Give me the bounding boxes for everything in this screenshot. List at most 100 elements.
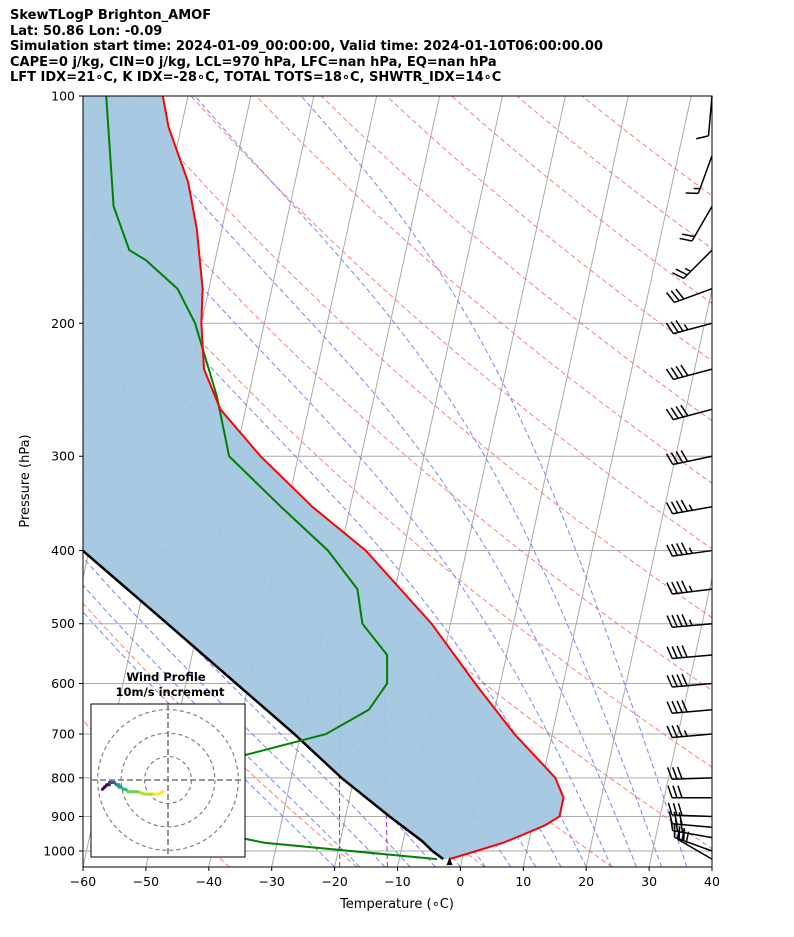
title-location: Lat: 50.86 Lon: -0.09 bbox=[10, 23, 163, 39]
wind-barb-flag bbox=[667, 785, 673, 798]
wind-barb-flag bbox=[675, 451, 684, 463]
wind-barb bbox=[665, 364, 713, 381]
wind-barb-flag bbox=[670, 321, 679, 333]
wind-barb-flag bbox=[670, 452, 679, 464]
wind-barb-flag bbox=[680, 829, 685, 842]
hodograph-inset bbox=[90, 703, 246, 858]
dry-adiabat-line bbox=[581, 96, 712, 197]
moist-adiabat-line bbox=[83, 556, 386, 867]
wind-barb-flag bbox=[675, 320, 684, 332]
y-tick-label: 800 bbox=[51, 770, 75, 785]
y-tick-label: 700 bbox=[51, 727, 75, 742]
wind-barb bbox=[666, 613, 713, 628]
x-tick-label: −20 bbox=[321, 874, 347, 889]
wind-barb-flag bbox=[676, 581, 683, 594]
wind-barb-staff bbox=[683, 249, 713, 279]
y-tick-label: 300 bbox=[51, 449, 75, 464]
wind-barb-flag bbox=[666, 725, 673, 738]
wind-barb bbox=[665, 450, 713, 466]
dry-adiabat-line bbox=[125, 96, 712, 619]
y-axis-label: Pressure (hPa) bbox=[18, 434, 33, 527]
isotherm-line bbox=[585, 286, 712, 867]
hodograph-title: Wind Profile bbox=[126, 670, 206, 684]
wind-barb-half-flag bbox=[684, 267, 692, 272]
wind-barb-staff bbox=[672, 822, 713, 828]
wind-barb bbox=[685, 155, 713, 195]
wind-barb-half-flag bbox=[688, 504, 693, 511]
wind-barb-flag bbox=[675, 500, 684, 513]
wind-barb-flag bbox=[679, 237, 693, 242]
dry-adiabat-line bbox=[83, 297, 712, 850]
wind-barb-flag bbox=[685, 831, 690, 845]
dry-adiabat-line bbox=[516, 96, 712, 250]
wind-barb-flag bbox=[665, 322, 674, 335]
wind-barb bbox=[696, 95, 713, 140]
wind-barb-staff bbox=[671, 777, 713, 780]
wind-barb-staff bbox=[673, 322, 713, 335]
y-tick-label: 1000 bbox=[43, 844, 75, 859]
chart-title-block: SkewTLogP Brighton_AMOF Lat: 50.86 Lon: … bbox=[10, 8, 603, 86]
wind-barb-flag bbox=[674, 818, 679, 832]
x-tick-label: −10 bbox=[384, 874, 410, 889]
isotherm-line bbox=[522, 96, 692, 867]
sounding-lines bbox=[83, 96, 565, 866]
wind-barb-flag bbox=[677, 785, 683, 798]
wind-barb-flag bbox=[670, 367, 679, 379]
wind-barb-flag bbox=[670, 290, 680, 302]
wind-barb-flag bbox=[671, 614, 678, 628]
wind-barb bbox=[666, 542, 713, 557]
wind-barb-flag bbox=[665, 368, 674, 380]
wind-barb-flag bbox=[665, 502, 674, 515]
wind-barb-flag bbox=[675, 288, 685, 300]
x-tick-label: 10 bbox=[515, 874, 531, 889]
wind-barb-flag bbox=[666, 646, 673, 659]
moist-adiabat-line bbox=[83, 584, 361, 867]
title-stability-indices: LFT IDX=21∘C, K IDX=-28∘C, TOTAL TOTS=18… bbox=[10, 70, 502, 85]
x-tick-label: 20 bbox=[578, 874, 594, 889]
wind-barb-half-flag bbox=[683, 730, 688, 737]
y-tick-label: 600 bbox=[51, 676, 75, 691]
hodograph-subtitle: 10m/s increment bbox=[116, 685, 225, 699]
title-times: Simulation start time: 2024-01-09_00:00:… bbox=[10, 39, 603, 54]
wind-barb-flag bbox=[681, 673, 688, 686]
wind-barb-flag bbox=[681, 233, 695, 238]
wind-barb-flag bbox=[696, 135, 709, 140]
wind-barb-staff bbox=[674, 288, 713, 304]
wind-barb-flag bbox=[676, 674, 683, 687]
wind-barb-flag bbox=[676, 766, 683, 780]
x-tick-label: −50 bbox=[133, 874, 159, 889]
wind-barb bbox=[676, 826, 713, 860]
wind-barb-flag bbox=[666, 544, 674, 557]
isotherm-line bbox=[648, 575, 712, 867]
wind-barb bbox=[666, 645, 713, 660]
y-tick-label: 200 bbox=[51, 316, 75, 331]
wind-barb-staff bbox=[673, 408, 713, 421]
wind-barb bbox=[666, 766, 713, 780]
wind-barb-flag bbox=[666, 675, 673, 688]
y-tick-label: 100 bbox=[51, 89, 75, 104]
wind-barbs bbox=[665, 95, 713, 860]
wind-barb-flag bbox=[681, 613, 688, 627]
wind-barb-flag bbox=[665, 453, 674, 465]
wind-barb-staff bbox=[674, 836, 713, 852]
wind-barb-flag bbox=[676, 826, 681, 840]
x-tick-label: 30 bbox=[641, 874, 657, 889]
wind-barb-half-flag bbox=[688, 585, 693, 592]
wind-barb-flag bbox=[675, 365, 684, 378]
x-tick-label: 0 bbox=[456, 874, 464, 889]
y-tick-label: 900 bbox=[51, 809, 75, 824]
x-tick-label: −40 bbox=[196, 874, 222, 889]
wind-barb bbox=[665, 404, 713, 421]
dry-adiabat-line bbox=[83, 207, 712, 768]
wind-barb-flag bbox=[671, 725, 678, 738]
wind-barb-flag bbox=[680, 542, 688, 555]
wind-barb-flag bbox=[670, 407, 679, 419]
hodograph-plot bbox=[91, 704, 245, 857]
wind-barb bbox=[666, 673, 713, 688]
wind-barb-flag bbox=[676, 724, 683, 737]
wind-barb-flag bbox=[665, 408, 674, 421]
wind-barb-staff bbox=[691, 205, 713, 242]
x-tick-label: −60 bbox=[70, 874, 96, 889]
wind-barb-flag bbox=[667, 802, 673, 816]
